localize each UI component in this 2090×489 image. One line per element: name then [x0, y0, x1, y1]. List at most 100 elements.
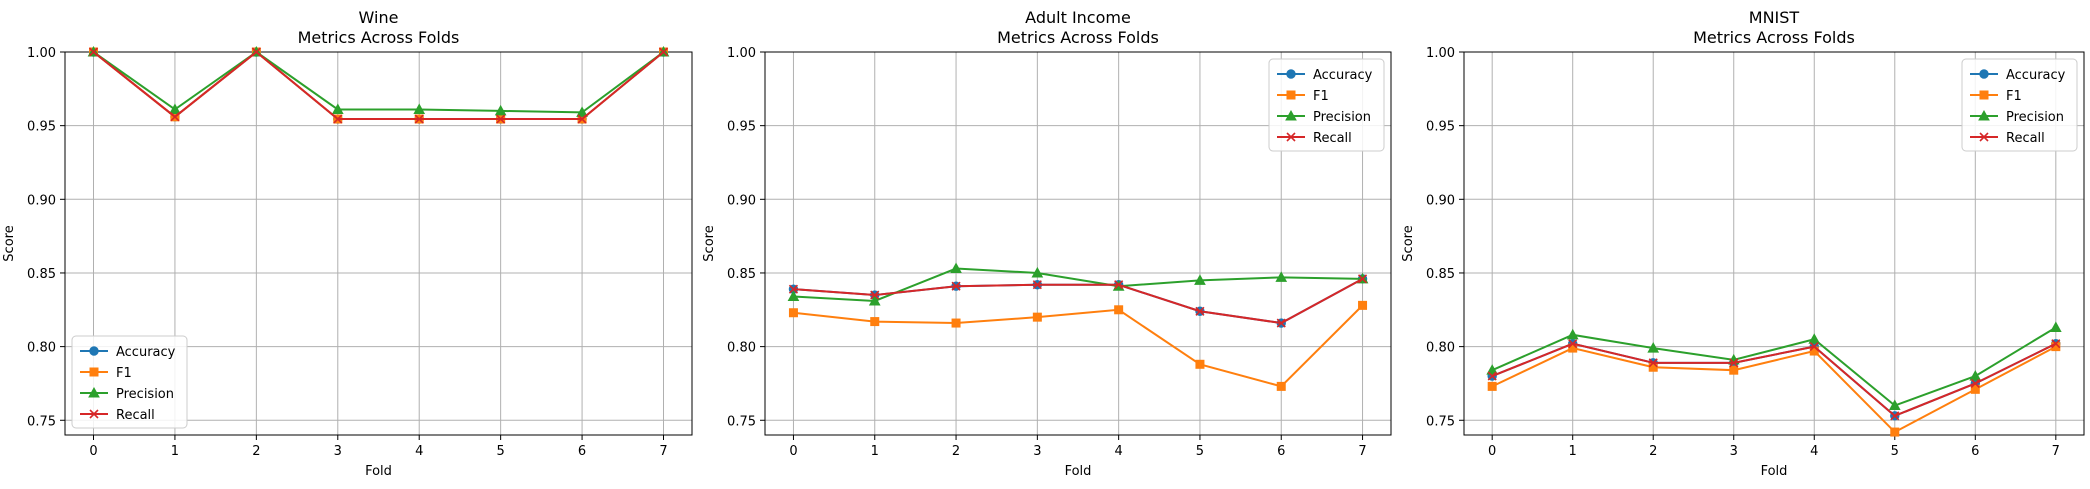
legend-marker	[88, 386, 100, 398]
data-point-f1	[1648, 362, 1658, 372]
data-point-f1	[870, 317, 880, 327]
x-tick-label: 5	[497, 444, 505, 459]
data-point-recall-stroke-b	[170, 112, 180, 122]
data-point-recall-stroke-b	[951, 281, 961, 291]
x-tick-label: 2	[252, 444, 260, 459]
x-tick-label: 4	[1115, 444, 1123, 459]
data-point-precision	[1888, 399, 1901, 411]
legend-label: Accuracy	[1313, 68, 1373, 83]
x-tick-label: 0	[89, 444, 97, 459]
series-line-recall	[1491, 342, 2057, 418]
plot-frame	[1463, 51, 2085, 436]
legend-marker	[1286, 132, 1296, 142]
legend-marker	[1286, 90, 1296, 100]
legend-marker	[1979, 69, 1989, 79]
y-tick-label: 0.75	[1426, 414, 1455, 429]
data-point-recall	[2051, 339, 2061, 349]
data-point-precision	[1969, 370, 1982, 381]
x-tick-label: 3	[1033, 444, 1041, 459]
data-point-recall	[251, 47, 261, 57]
data-point-precision	[1031, 266, 1044, 278]
series-line-precision	[793, 267, 1363, 302]
legend-label: Recall	[2006, 131, 2045, 146]
y-tick-label: 0.90	[1426, 193, 1455, 208]
data-point-precision	[576, 106, 588, 117]
legend-marker-stroke-b	[1979, 132, 1989, 142]
data-point-recall	[1276, 318, 1286, 328]
data-point-precision	[169, 103, 181, 114]
data-point-recall-stroke-b	[496, 114, 506, 124]
data-point-recall	[1032, 280, 1042, 290]
x-tick-label: 0	[1488, 444, 1496, 459]
data-point-recall-stroke-b	[333, 114, 343, 124]
data-point-precision	[1275, 271, 1288, 282]
y-tick-label: 1.00	[27, 46, 56, 61]
y-tick-label: 1.00	[727, 46, 756, 61]
chart-title-line: Metrics Across Folds	[298, 28, 460, 47]
x-tick-label: 1	[171, 444, 179, 459]
legend-marker-stroke-b	[1286, 132, 1296, 142]
data-point-f1	[1195, 359, 1205, 369]
data-point-f1	[1358, 300, 1368, 310]
x-tick-label: 4	[1810, 444, 1818, 459]
x-axis-label: Fold	[365, 464, 392, 479]
y-tick-label: 0.95	[27, 120, 56, 135]
data-point-recall	[1114, 280, 1124, 290]
data-point-recall	[333, 114, 343, 124]
data-point-recall-stroke-b	[1276, 318, 1286, 328]
legend-label: Precision	[1313, 110, 1371, 125]
legend-marker-stroke-b	[89, 409, 99, 419]
legend-label: F1	[1313, 89, 1329, 104]
data-point-recall-stroke-b	[1032, 280, 1042, 290]
data-point-recall-stroke-b	[788, 284, 799, 294]
data-point-f1	[951, 318, 961, 328]
y-tick-label: 1.00	[1426, 46, 1455, 61]
x-tick-label: 6	[578, 444, 586, 459]
legend-marker	[1979, 132, 1989, 142]
legend-label: Precision	[2006, 110, 2064, 125]
series-line-precision	[1491, 326, 2057, 407]
legend-box	[1268, 58, 1385, 152]
data-point-f1	[1729, 365, 1739, 375]
data-point-recall-stroke-b	[1648, 358, 1658, 368]
plot-frame	[64, 51, 693, 436]
data-point-recall	[1809, 342, 1819, 352]
x-tick-label: 7	[1358, 444, 1366, 459]
data-point-recall-stroke-b	[1890, 411, 1900, 421]
data-point-recall	[870, 290, 880, 300]
x-axis-label: Fold	[1761, 464, 1788, 479]
data-point-recall	[1890, 411, 1900, 421]
legend-marker	[1286, 69, 1296, 79]
data-point-recall	[170, 112, 180, 122]
y-tick-label: 0.95	[727, 120, 756, 135]
plot-frame	[764, 51, 1392, 436]
chart-title-line: Metrics Across Folds	[997, 28, 1159, 47]
series-line-precision	[92, 50, 665, 114]
y-tick-label: 0.80	[27, 341, 56, 356]
data-point-precision	[1808, 333, 1821, 344]
data-point-recall	[1487, 371, 1497, 381]
data-point-precision	[787, 290, 800, 302]
data-point-recall	[1568, 339, 1578, 349]
data-point-precision	[1647, 342, 1660, 353]
y-tick-label: 0.85	[27, 267, 56, 282]
legend-box	[1961, 58, 2078, 152]
y-tick-label: 0.90	[27, 193, 56, 208]
legend-label: Recall	[116, 408, 155, 423]
data-point-recall	[1970, 378, 1980, 389]
data-point-recall-stroke-b	[1729, 358, 1739, 368]
data-point-recall-stroke-b	[1809, 342, 1819, 352]
data-point-recall	[88, 47, 99, 57]
legend-marker	[1978, 109, 1990, 121]
data-point-f1	[788, 308, 798, 318]
data-point-f1	[1276, 381, 1286, 391]
data-point-precision	[1194, 274, 1206, 285]
data-point-recall	[577, 114, 587, 124]
legend-marker	[1979, 90, 1989, 100]
x-tick-label: 3	[334, 444, 342, 459]
data-point-precision	[331, 103, 344, 114]
y-tick-label: 0.95	[1426, 120, 1455, 135]
